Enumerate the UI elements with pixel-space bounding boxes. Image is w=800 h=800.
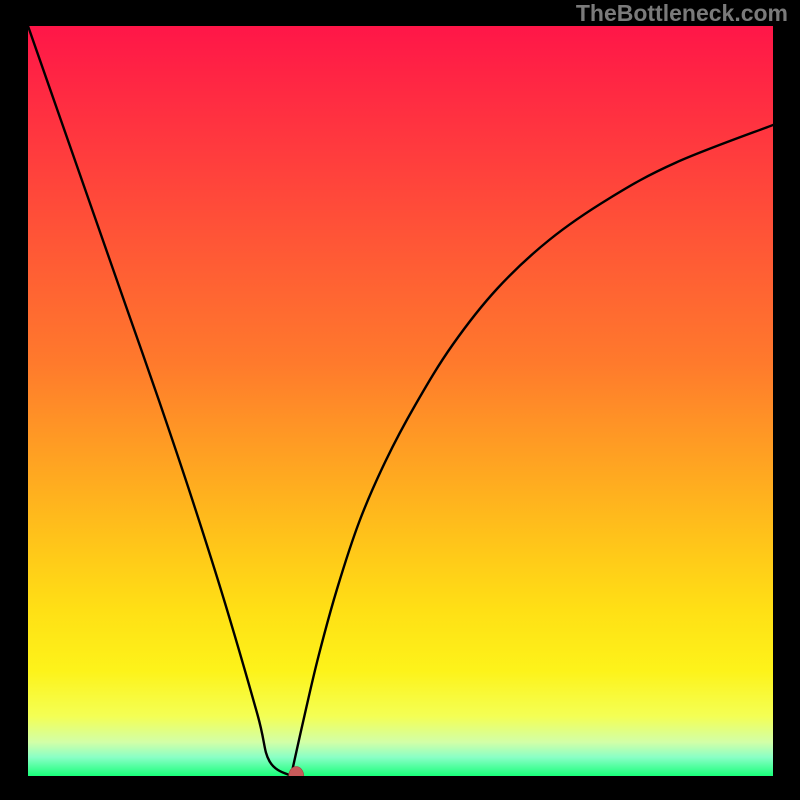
v-curve — [28, 26, 773, 776]
curve-layer — [28, 26, 773, 776]
chart-frame: TheBottleneck.com — [0, 0, 800, 800]
minimum-marker — [289, 767, 304, 777]
watermark-text: TheBottleneck.com — [576, 0, 788, 27]
plot-area — [28, 26, 773, 776]
